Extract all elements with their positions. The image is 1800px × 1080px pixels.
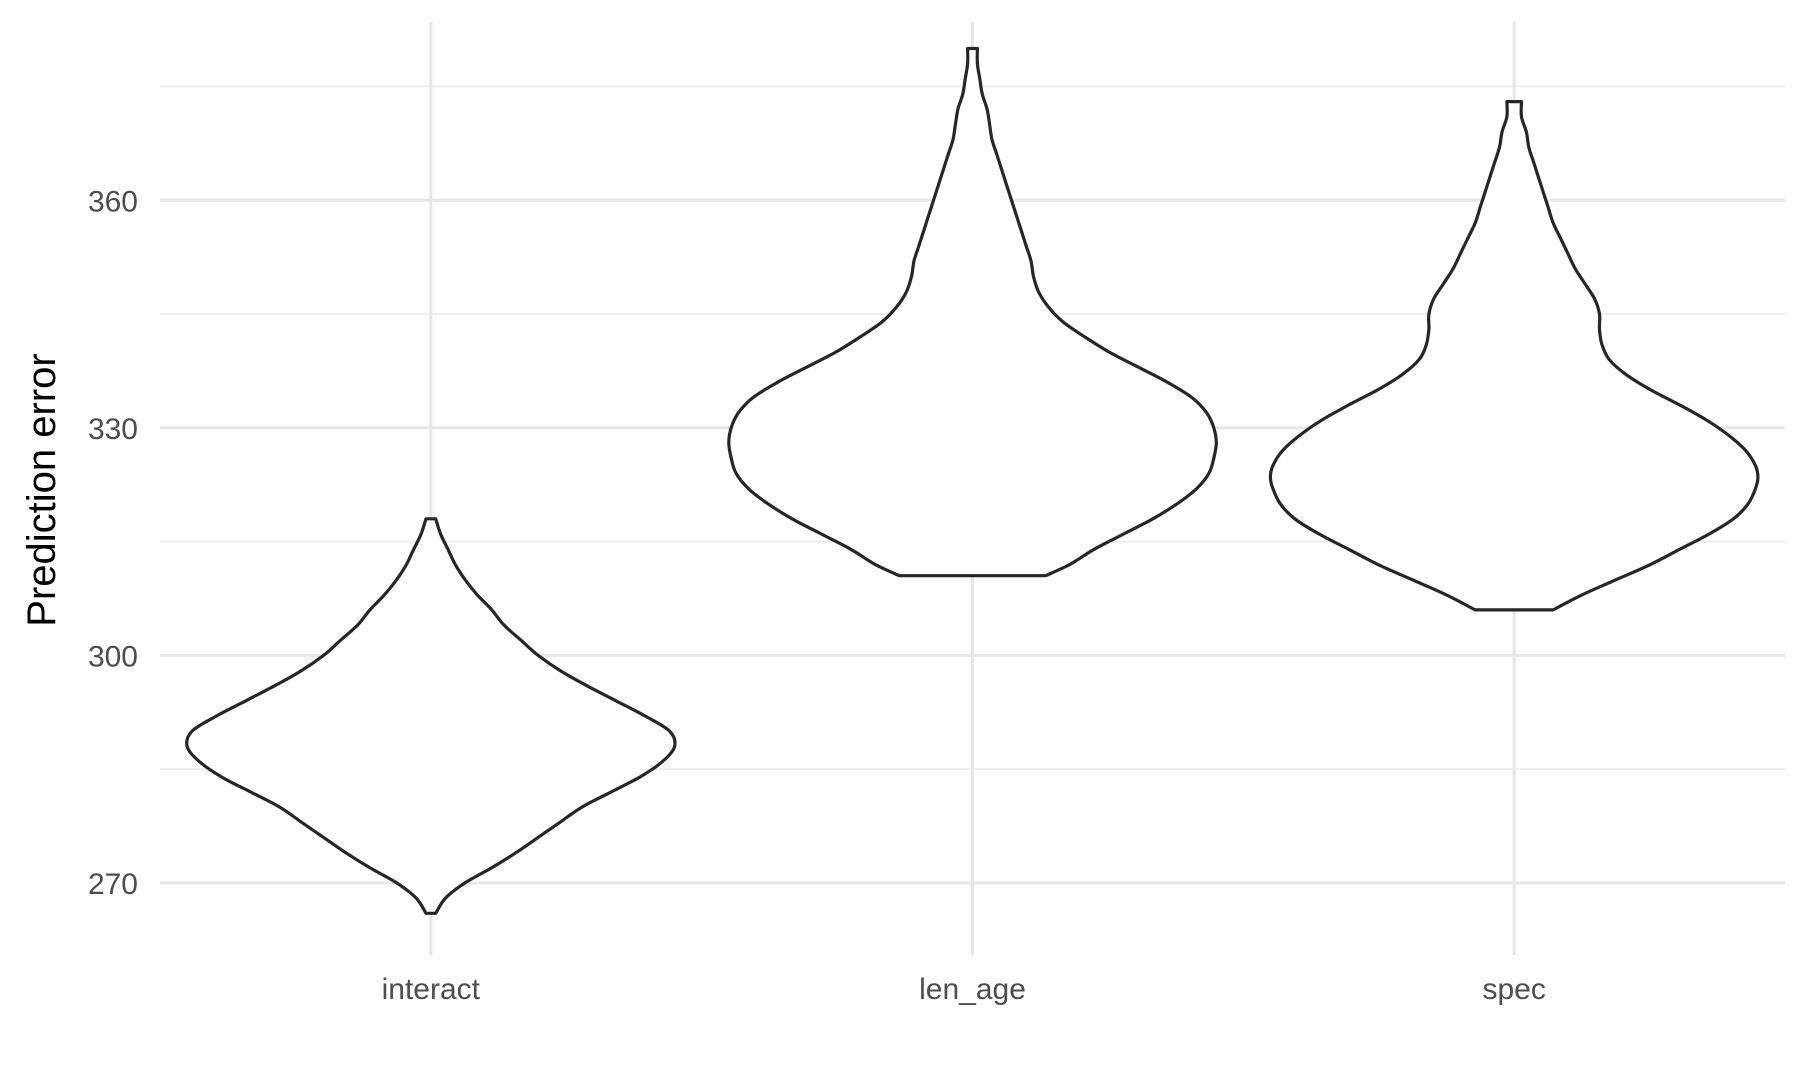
violins	[185, 46, 1760, 915]
x-tick-label: len_age	[919, 973, 1026, 1006]
violin-interact	[185, 517, 677, 915]
x-tick-label: spec	[1482, 973, 1545, 1006]
violin-spec	[1268, 100, 1760, 612]
y-axis-title: Prediction error	[20, 353, 64, 626]
y-tick-label: 300	[88, 640, 138, 673]
y-tick-label: 270	[88, 868, 138, 901]
y-tick-label: 360	[88, 185, 138, 218]
y-tick-label: 330	[88, 413, 138, 446]
x-tick-label: interact	[382, 973, 481, 1006]
violin-len_age	[727, 46, 1218, 578]
x-tick-labels: interact len_age spec	[382, 973, 1546, 1006]
y-tick-labels: 270 300 330 360	[88, 185, 138, 901]
